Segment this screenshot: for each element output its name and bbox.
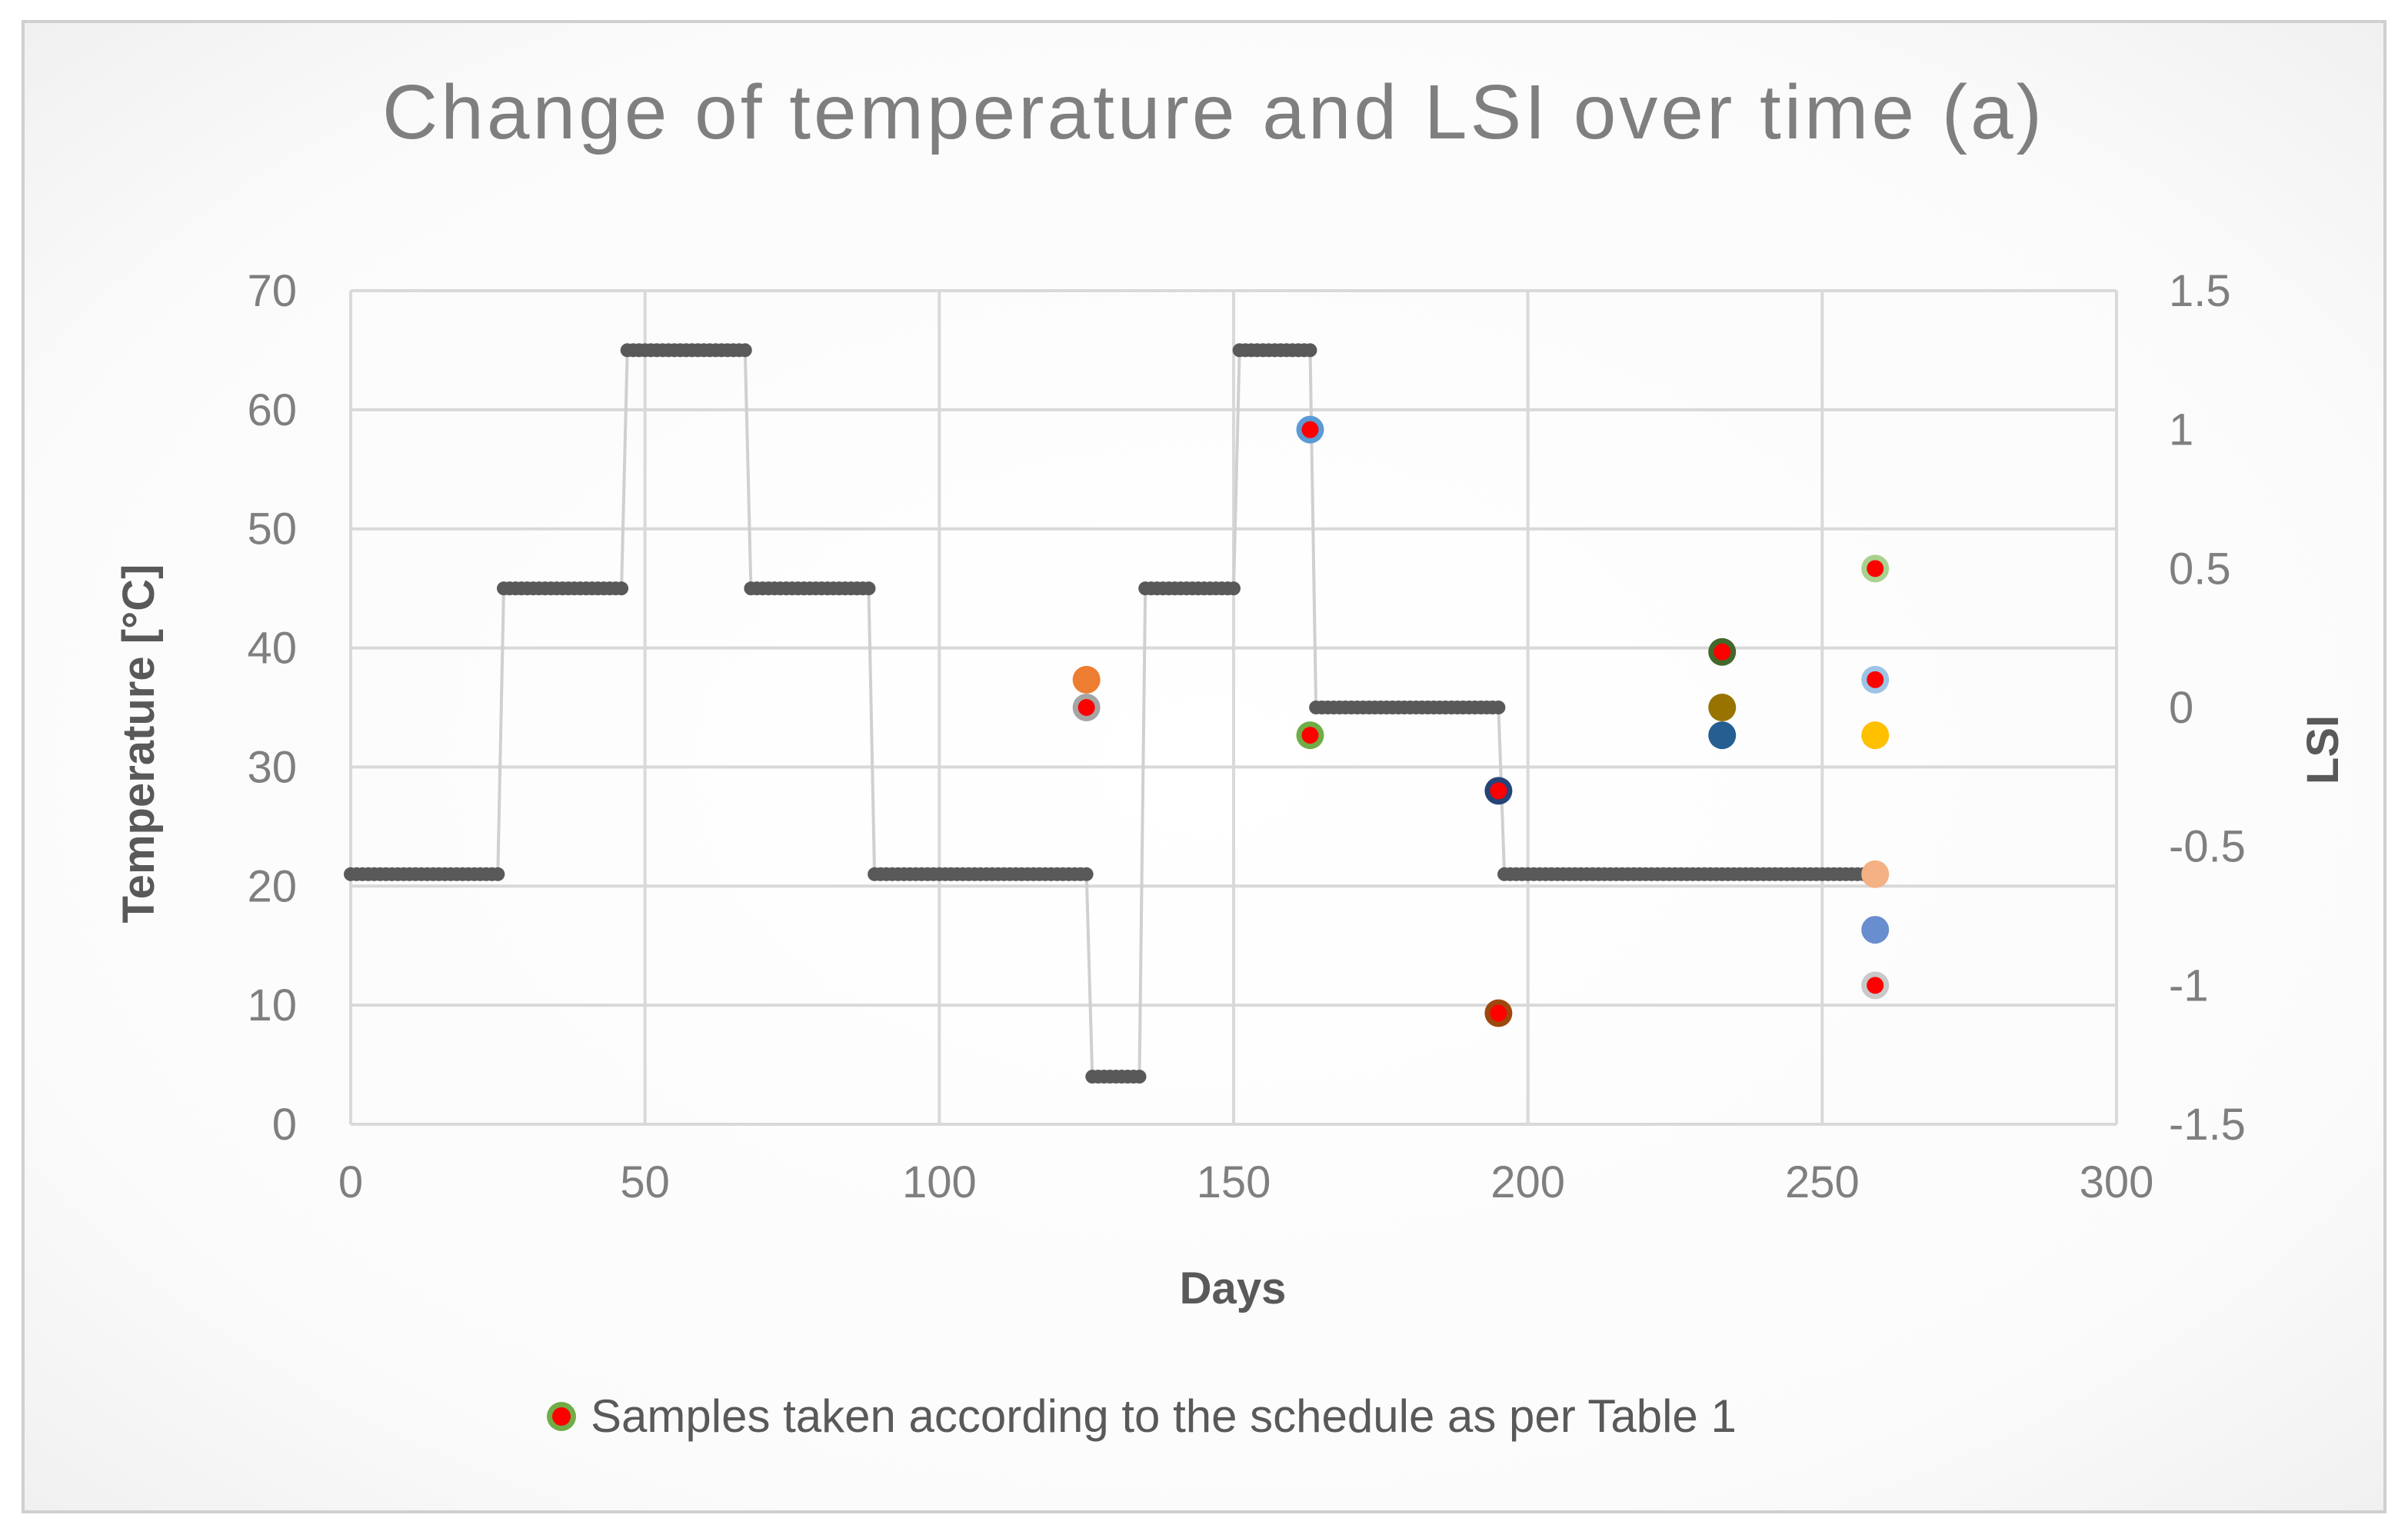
gridlines xyxy=(349,289,2118,1126)
sample-marker xyxy=(1077,699,1095,716)
temperature-point xyxy=(491,867,505,881)
y2-tick-label: -0.5 xyxy=(2169,822,2246,872)
y-tick-label: 20 xyxy=(247,861,297,911)
y2-tick-label: 0.5 xyxy=(2169,544,2231,594)
x-tick-label: 150 xyxy=(1197,1157,1271,1207)
temperature-point xyxy=(1491,701,1506,714)
sample-marker xyxy=(1301,727,1319,744)
y-tick-label: 30 xyxy=(247,742,297,792)
sample-marker xyxy=(1867,977,1884,994)
y-tick-label: 10 xyxy=(247,980,297,1030)
sample-marker xyxy=(1490,1004,1507,1022)
temperature-line xyxy=(351,348,1876,1079)
legend-marker-center xyxy=(552,1407,571,1426)
y2-tick-label: -1.5 xyxy=(2169,1100,2246,1150)
temperature-point xyxy=(1303,343,1317,358)
x-tick-label: 200 xyxy=(1490,1157,1565,1207)
y-axis-label: Temperature [°C] xyxy=(114,564,164,924)
legend: Samples taken according to the schedule … xyxy=(547,1390,1737,1442)
y-tick-label: 70 xyxy=(247,266,297,316)
lsi-point xyxy=(1861,721,1890,750)
temperature-point xyxy=(1227,581,1241,596)
lsi-point xyxy=(1708,694,1737,721)
x-tick-label: 100 xyxy=(902,1157,977,1207)
temperature-point xyxy=(738,343,752,358)
temperature-point xyxy=(1079,867,1094,881)
lsi-point xyxy=(1861,916,1890,944)
y2-tick-label: 1 xyxy=(2169,405,2193,455)
lsi-series xyxy=(1072,415,1890,1027)
sample-marker xyxy=(1301,421,1319,438)
y-tick-label: 50 xyxy=(247,504,297,554)
sample-marker xyxy=(1867,560,1884,578)
legend-label: Samples taken according to the schedule … xyxy=(591,1390,1737,1442)
y2-tick-label: 1.5 xyxy=(2169,266,2231,316)
temperature-series xyxy=(344,343,1883,1084)
y-tick-label: 0 xyxy=(272,1100,297,1150)
y-tick-label: 40 xyxy=(247,624,297,674)
sample-marker xyxy=(1490,782,1507,800)
sample-marker xyxy=(1867,671,1884,688)
lsi-point xyxy=(1072,665,1101,694)
x-tick-label: 50 xyxy=(620,1157,670,1207)
chart-title: Change of temperature and LSI over time … xyxy=(382,69,2045,155)
y2-axis-label: LSI xyxy=(2298,715,2348,784)
x-tick-label: 250 xyxy=(1785,1157,1860,1207)
x-tick-label: 300 xyxy=(2080,1157,2154,1207)
temperature-point xyxy=(861,581,876,596)
temperature-point xyxy=(1132,1070,1147,1084)
lsi-point xyxy=(1861,860,1890,888)
sample-marker xyxy=(1714,643,1731,661)
x-tick-label: 0 xyxy=(338,1157,363,1207)
y2-tick-label: 0 xyxy=(2169,683,2193,733)
y2-tick-label: -1 xyxy=(2169,960,2209,1010)
x-axis-label: Days xyxy=(1180,1263,1287,1313)
lsi-point xyxy=(1708,721,1737,750)
axis-ticks: 0 10 20 30 40 50 60 70 0 50 100 150 200 250 300 1.5 1 0.5… xyxy=(247,266,2245,1207)
y-tick-label: 60 xyxy=(247,385,297,435)
temperature-point xyxy=(614,581,629,596)
